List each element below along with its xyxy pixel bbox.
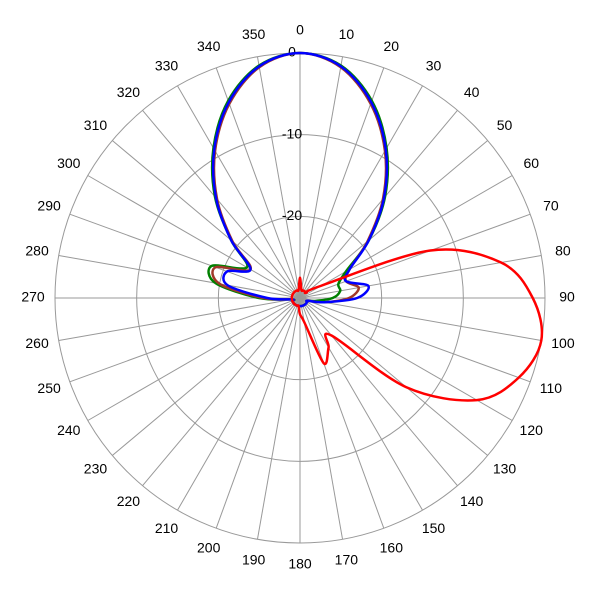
spoke	[87, 297, 301, 421]
spoke	[299, 297, 344, 540]
angle-tick-label: 60	[523, 155, 539, 171]
spoke	[215, 297, 301, 529]
angle-tick-label: 280	[25, 242, 49, 258]
angle-tick-label: 160	[380, 540, 404, 556]
spoke	[215, 67, 301, 299]
r-tick-label: -20	[282, 207, 302, 223]
angle-tick-label: 40	[464, 84, 480, 100]
angle-tick-label: 340	[197, 38, 221, 54]
angle-tick-label: 350	[242, 26, 266, 42]
grid-circle	[136, 134, 464, 462]
spoke	[142, 109, 301, 299]
r-tick-label: -10	[282, 125, 302, 141]
angle-tick-label: 10	[339, 26, 355, 42]
angle-tick-label: 290	[37, 197, 61, 213]
angle-tick-label: 250	[37, 380, 61, 396]
angle-tick-label: 200	[197, 540, 221, 556]
angle-tick-label: 220	[117, 493, 141, 509]
spoke	[299, 297, 542, 342]
pattern-line	[290, 248, 544, 402]
angle-tick-label: 240	[57, 422, 81, 438]
angle-tick-label: 320	[117, 84, 141, 100]
spoke	[87, 175, 301, 299]
spoke	[69, 297, 301, 383]
angle-tick-label: 260	[25, 335, 49, 351]
spoke	[299, 297, 385, 529]
spoke	[111, 140, 301, 299]
spoke	[299, 56, 344, 299]
spoke	[58, 297, 301, 342]
angle-tick-label: 20	[384, 38, 400, 54]
angle-tick-label: 120	[520, 422, 544, 438]
angle-tick-label: 140	[460, 493, 484, 509]
spoke	[299, 109, 458, 299]
spoke	[256, 297, 301, 540]
angle-tick-label: 300	[57, 155, 81, 171]
angle-tick-label: 150	[422, 520, 446, 536]
angle-tick-label: 180	[288, 556, 312, 572]
angle-tick-label: 190	[242, 552, 266, 568]
spoke	[177, 85, 301, 299]
angle-tick-label: 170	[335, 552, 359, 568]
spoke	[299, 67, 385, 299]
angle-tick-label: 270	[21, 289, 45, 305]
angle-tick-label: 30	[426, 57, 442, 73]
spoke	[299, 297, 489, 456]
spoke	[299, 297, 531, 383]
spoke	[58, 254, 301, 299]
spoke	[142, 297, 301, 487]
r-tick-label: 0	[288, 44, 296, 60]
angle-tick-label: 130	[493, 460, 517, 476]
spoke	[111, 297, 301, 456]
grid-circle	[217, 215, 383, 381]
angle-tick-label: 310	[84, 117, 108, 133]
spoke	[299, 140, 489, 299]
angle-tick-label: 70	[543, 197, 559, 213]
angle-tick-label: 210	[155, 520, 179, 536]
angle-tick-label: 50	[497, 117, 513, 133]
pattern-line	[211, 51, 389, 308]
angle-tick-label: 100	[551, 335, 575, 351]
angle-tick-label: 90	[559, 289, 575, 305]
spoke	[299, 297, 458, 487]
spoke	[299, 85, 423, 299]
angle-tick-label: 0	[296, 22, 304, 38]
angle-tick-label: 330	[155, 57, 179, 73]
angle-tick-label: 80	[555, 242, 571, 258]
spoke	[69, 213, 301, 299]
spoke	[177, 297, 301, 511]
spoke	[256, 56, 301, 299]
angle-tick-label: 110	[540, 380, 563, 396]
angle-tick-label: 230	[84, 460, 108, 476]
spoke	[299, 297, 423, 511]
spoke	[299, 175, 513, 299]
